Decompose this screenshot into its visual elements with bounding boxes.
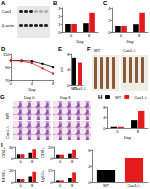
html-text:β-actin: β-actin <box>2 23 15 28</box>
svg-text:0: 0 <box>116 129 119 134</box>
svg-text:WT: WT <box>103 183 110 188</box>
svg-text:4: 4 <box>67 67 70 72</box>
svg-text:WT: WT <box>115 95 122 100</box>
svg-text:D: D <box>1 46 6 52</box>
svg-text:8: 8 <box>137 129 140 134</box>
svg-text:H: H <box>98 94 102 100</box>
svg-text:B: B <box>53 0 58 6</box>
svg-text:Cav1-/-: Cav1-/- <box>73 86 87 91</box>
html-text:WT: WT <box>94 48 101 53</box>
svg-text:70: 70 <box>4 77 10 83</box>
svg-text:F4/80+: F4/80+ <box>1 169 6 182</box>
svg-text:8: 8 <box>88 33 91 38</box>
svg-text:Cav1-/-: Cav1-/- <box>127 183 141 188</box>
html-text:F: F <box>87 46 91 52</box>
svg-text:4: 4 <box>108 6 111 11</box>
svg-text:8: 8 <box>88 148 91 153</box>
svg-text:20: 20 <box>48 145 53 150</box>
svg-text:Day: Day <box>124 135 131 140</box>
html-text:Day 8: Day 8 <box>60 95 71 100</box>
svg-text:Ly6G+: Ly6G+ <box>40 169 45 181</box>
svg-text:CD8+: CD8+ <box>40 147 45 158</box>
svg-text:8: 8 <box>71 183 74 188</box>
svg-text:0: 0 <box>59 159 62 164</box>
svg-text:0: 0 <box>50 180 53 185</box>
html-text:Cav1: Cav1 <box>2 9 12 14</box>
svg-text:4: 4 <box>103 115 106 120</box>
svg-text:8: 8 <box>71 159 74 164</box>
svg-text:0: 0 <box>59 183 62 188</box>
svg-text:0: 0 <box>108 30 111 35</box>
svg-text:3: 3 <box>58 6 61 11</box>
svg-text:0: 0 <box>11 156 14 161</box>
svg-text:2: 2 <box>108 18 111 23</box>
svg-text:8: 8 <box>67 52 70 57</box>
svg-text:15: 15 <box>48 168 53 173</box>
html-text:Cav1-/-: Cav1-/- <box>5 125 10 139</box>
svg-text:0: 0 <box>58 30 61 35</box>
svg-text:4: 4 <box>88 164 91 169</box>
svg-text:0: 0 <box>20 183 23 188</box>
svg-text:4: 4 <box>31 81 34 86</box>
html-text:G: G <box>0 94 5 100</box>
svg-text:110: 110 <box>3 52 10 57</box>
svg-text:8: 8 <box>31 183 34 188</box>
svg-text:0: 0 <box>50 156 53 161</box>
svg-text:0: 0 <box>67 83 70 88</box>
svg-text:8: 8 <box>31 159 34 164</box>
svg-text:0: 0 <box>20 159 23 164</box>
svg-text:20: 20 <box>9 168 14 173</box>
svg-text:Day: Day <box>126 39 133 44</box>
svg-text:8: 8 <box>103 105 106 110</box>
svg-text:30: 30 <box>9 145 14 150</box>
svg-text:8: 8 <box>138 33 141 38</box>
svg-text:CD4+: CD4+ <box>1 147 6 158</box>
svg-text:C: C <box>103 0 108 6</box>
html-text:Day 0: Day 0 <box>24 95 35 100</box>
svg-text:2: 2 <box>58 14 61 19</box>
svg-text:8: 8 <box>52 81 55 86</box>
svg-text:0: 0 <box>120 33 123 38</box>
svg-text:0: 0 <box>10 81 13 86</box>
svg-text:Day: Day <box>76 39 83 44</box>
svg-text:I: I <box>1 142 3 148</box>
svg-text:0: 0 <box>88 180 91 185</box>
svg-text:Day: Day <box>28 87 35 92</box>
svg-text:0: 0 <box>103 126 106 131</box>
html-text:Cav1-/-: Cav1-/- <box>123 48 137 53</box>
svg-text:90: 90 <box>5 65 10 70</box>
svg-text:0: 0 <box>11 180 14 185</box>
svg-text:Cav1-/-: Cav1-/- <box>134 95 148 100</box>
html-text:A: A <box>1 0 6 6</box>
svg-text:E: E <box>58 46 62 52</box>
svg-text:1: 1 <box>58 22 61 27</box>
html-text:WT: WT <box>5 112 10 119</box>
svg-text:cm: cm <box>59 66 64 72</box>
svg-text:0: 0 <box>70 33 73 38</box>
